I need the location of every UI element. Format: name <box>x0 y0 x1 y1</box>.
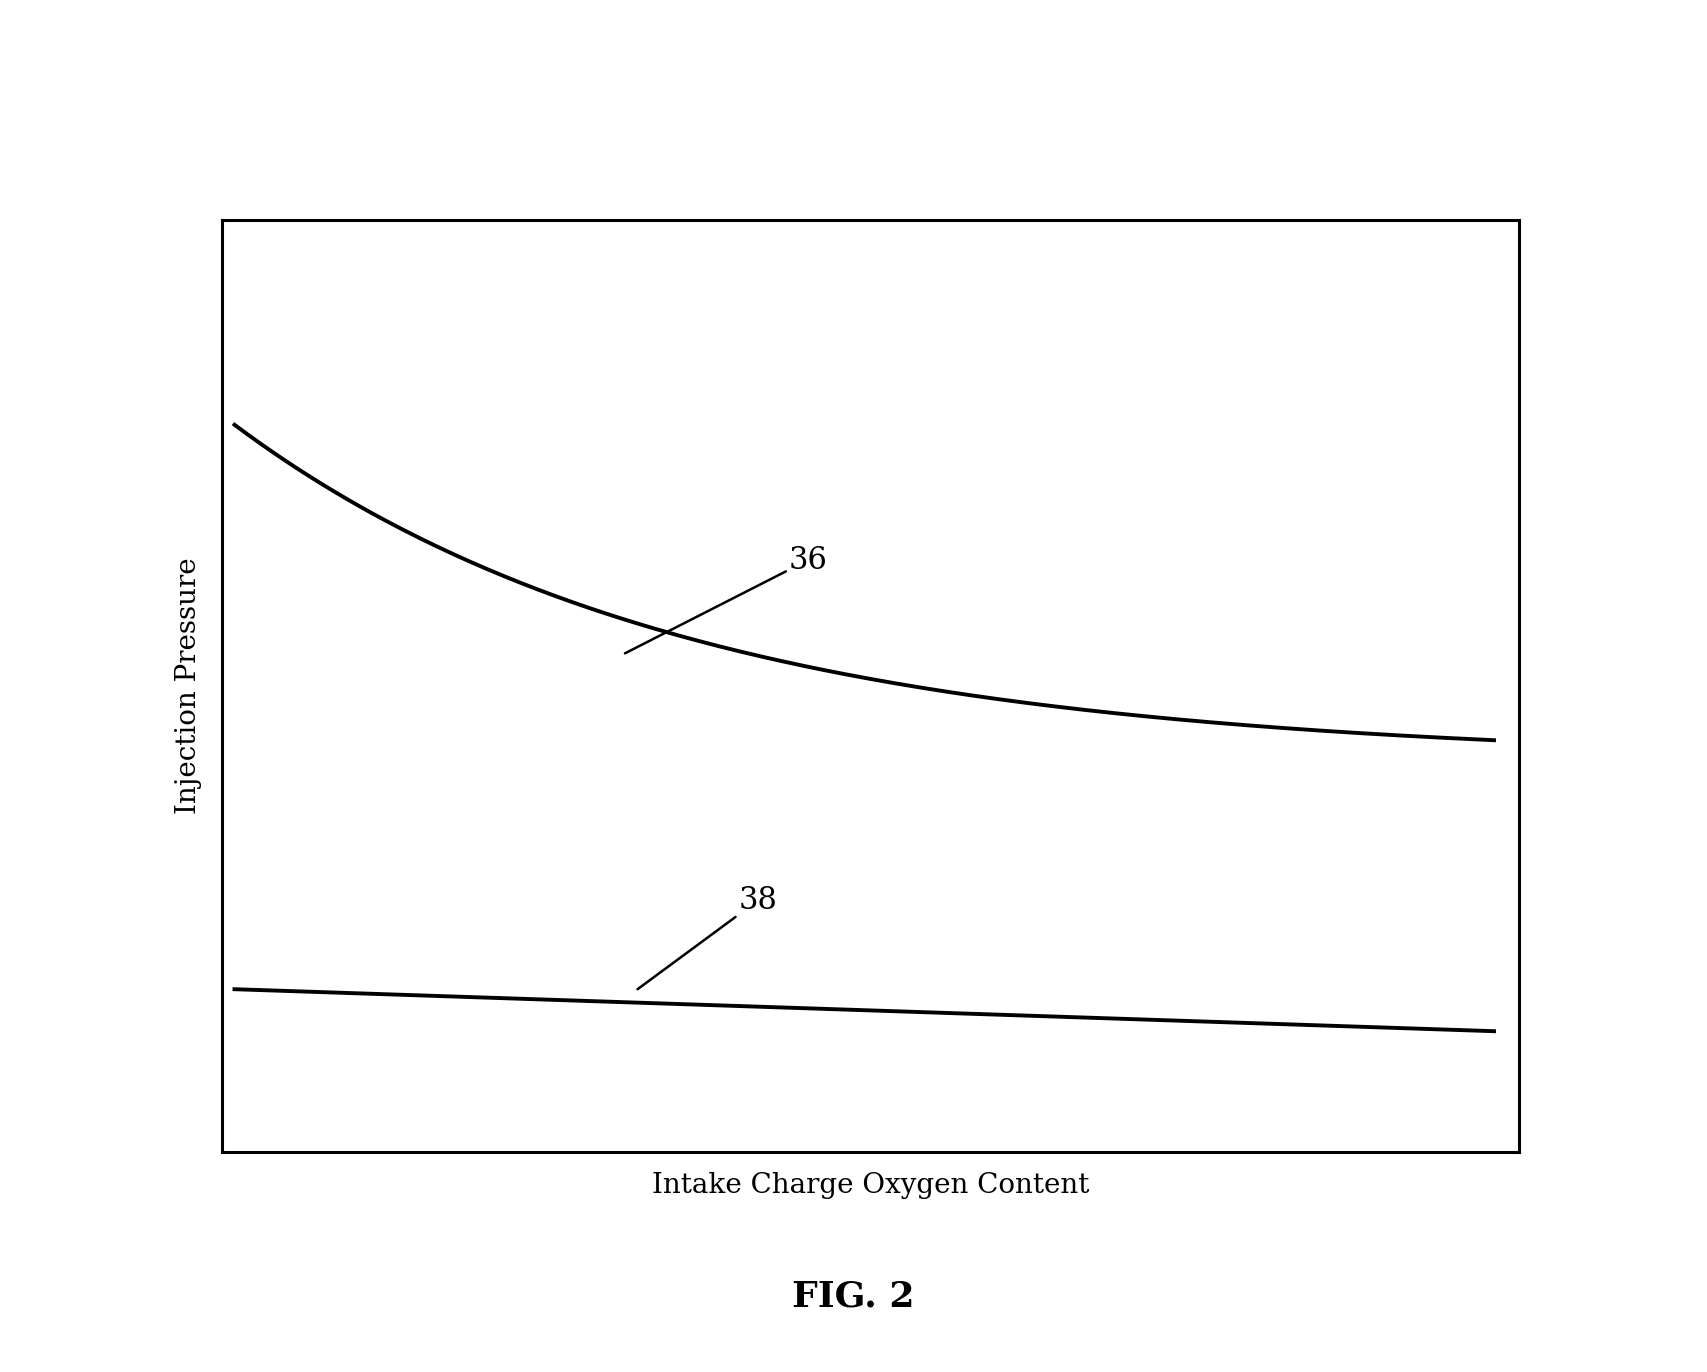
X-axis label: Intake Charge Oxygen Content: Intake Charge Oxygen Content <box>652 1172 1089 1199</box>
Text: FIG. 2: FIG. 2 <box>792 1280 915 1313</box>
Text: 36: 36 <box>625 545 828 653</box>
Y-axis label: Injection Pressure: Injection Pressure <box>176 557 203 815</box>
Text: 38: 38 <box>637 885 777 989</box>
